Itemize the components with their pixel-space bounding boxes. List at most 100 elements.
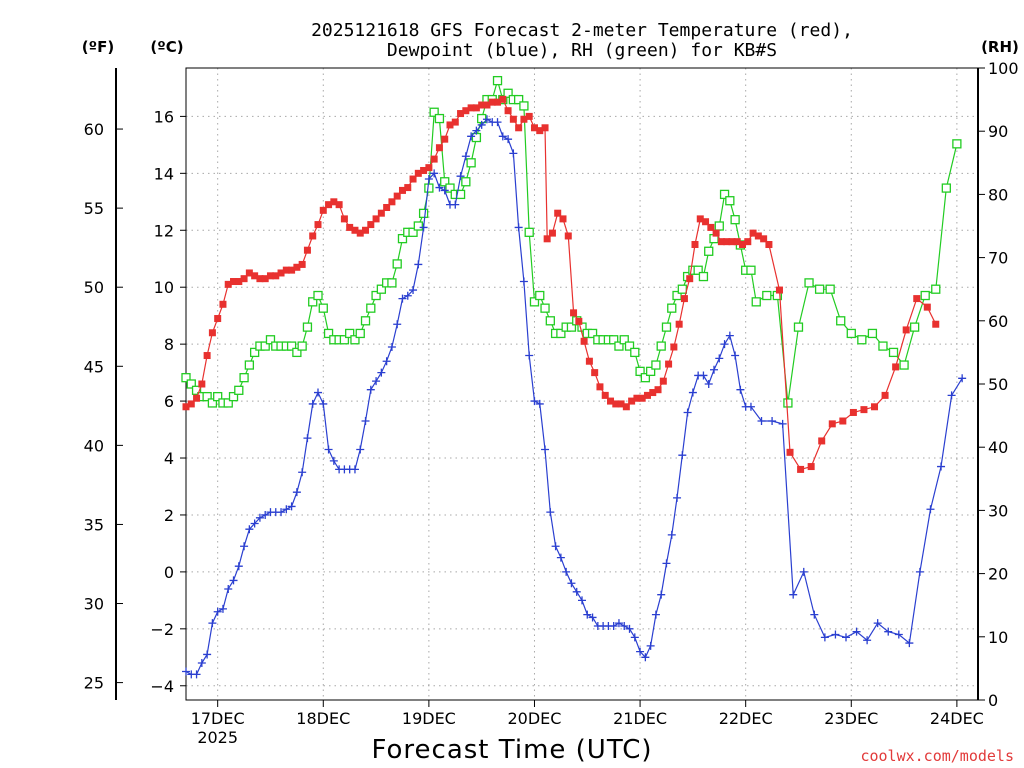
data-point bbox=[393, 192, 401, 200]
data-point bbox=[292, 488, 301, 497]
data-point bbox=[667, 303, 677, 313]
data-point bbox=[683, 408, 692, 417]
data-point bbox=[799, 567, 808, 576]
data-point bbox=[329, 456, 338, 465]
data-point bbox=[873, 619, 882, 628]
data-point bbox=[287, 502, 296, 511]
data-point bbox=[899, 360, 909, 370]
data-point bbox=[457, 110, 465, 118]
data-point bbox=[392, 259, 402, 269]
data-point bbox=[419, 223, 428, 232]
data-point bbox=[345, 328, 355, 339]
data-point bbox=[239, 373, 249, 383]
data-point bbox=[198, 380, 206, 388]
data-point bbox=[256, 275, 264, 283]
x-tick-label: 18DEC bbox=[296, 709, 350, 728]
data-point bbox=[704, 246, 714, 256]
data-point bbox=[702, 218, 710, 226]
c-tick-label: 2 bbox=[164, 506, 174, 525]
data-point bbox=[909, 322, 920, 332]
data-point bbox=[323, 328, 334, 339]
data-point bbox=[667, 530, 676, 539]
data-point bbox=[203, 650, 212, 659]
data-point bbox=[884, 627, 893, 636]
data-point bbox=[477, 120, 486, 129]
x-tick-label: 21DEC bbox=[613, 709, 667, 728]
chart-subtitle: Dewpoint (blue), RH (green) for KB#S bbox=[387, 40, 777, 61]
data-point bbox=[361, 417, 370, 426]
data-point bbox=[849, 408, 857, 416]
data-point bbox=[765, 241, 773, 249]
data-point bbox=[614, 619, 623, 628]
c-tick-label: 6 bbox=[164, 392, 174, 411]
data-point bbox=[244, 360, 255, 370]
data-point bbox=[585, 357, 593, 365]
data-point bbox=[860, 406, 868, 414]
data-point bbox=[446, 121, 454, 129]
data-point bbox=[730, 215, 740, 225]
data-point bbox=[493, 118, 502, 127]
data-point bbox=[607, 397, 615, 405]
data-point bbox=[814, 284, 825, 294]
data-point bbox=[630, 633, 639, 642]
data-point bbox=[319, 206, 327, 214]
data-point bbox=[515, 124, 523, 132]
data-point bbox=[408, 227, 418, 237]
data-point bbox=[181, 373, 191, 383]
data-point bbox=[572, 587, 581, 596]
data-point bbox=[277, 508, 286, 517]
data-point bbox=[340, 215, 348, 223]
c-tick-label: 16 bbox=[154, 107, 174, 126]
data-point bbox=[831, 630, 840, 639]
data-point bbox=[673, 493, 682, 502]
data-point bbox=[203, 352, 211, 360]
data-point bbox=[646, 641, 655, 650]
x-tick-label: 23DEC bbox=[824, 709, 878, 728]
data-point bbox=[530, 397, 539, 406]
data-point bbox=[260, 341, 270, 351]
series-0 bbox=[182, 95, 940, 473]
data-point bbox=[575, 317, 583, 325]
data-point bbox=[193, 394, 201, 402]
data-point bbox=[609, 621, 618, 630]
data-point bbox=[219, 300, 227, 308]
data-point bbox=[277, 269, 285, 277]
data-point bbox=[387, 278, 397, 288]
data-point bbox=[736, 385, 745, 394]
data-point bbox=[543, 235, 551, 243]
data-point bbox=[707, 223, 715, 231]
data-point bbox=[398, 294, 407, 303]
data-point bbox=[366, 303, 376, 313]
rh-tick-label: 80 bbox=[988, 185, 1008, 204]
data-point bbox=[952, 139, 962, 149]
data-point bbox=[699, 371, 708, 380]
data-point bbox=[197, 658, 206, 667]
data-point bbox=[580, 337, 588, 345]
data-point bbox=[471, 132, 482, 143]
data-point bbox=[717, 238, 725, 246]
data-point bbox=[905, 639, 914, 648]
x-axis-label: Forecast Time (UTC) bbox=[371, 735, 652, 765]
data-point bbox=[746, 265, 756, 275]
data-point bbox=[455, 189, 466, 200]
data-point bbox=[492, 75, 503, 86]
c-tick-label: −2 bbox=[150, 620, 174, 639]
data-point bbox=[587, 328, 598, 339]
data-point bbox=[372, 377, 381, 386]
data-point bbox=[529, 297, 540, 307]
rh-tick-label: 100 bbox=[988, 59, 1019, 78]
data-point bbox=[504, 135, 513, 144]
credit-label: coolwx.com/models bbox=[860, 747, 1014, 765]
data-point bbox=[524, 227, 534, 237]
data-point bbox=[488, 98, 496, 106]
data-point bbox=[466, 158, 476, 168]
data-point bbox=[786, 448, 794, 456]
data-point bbox=[554, 209, 562, 217]
data-point bbox=[483, 101, 491, 109]
data-point bbox=[643, 391, 651, 399]
data-point bbox=[498, 132, 507, 141]
data-point bbox=[182, 403, 190, 411]
data-point bbox=[218, 604, 227, 613]
data-point bbox=[797, 465, 805, 473]
data-point bbox=[250, 519, 259, 528]
